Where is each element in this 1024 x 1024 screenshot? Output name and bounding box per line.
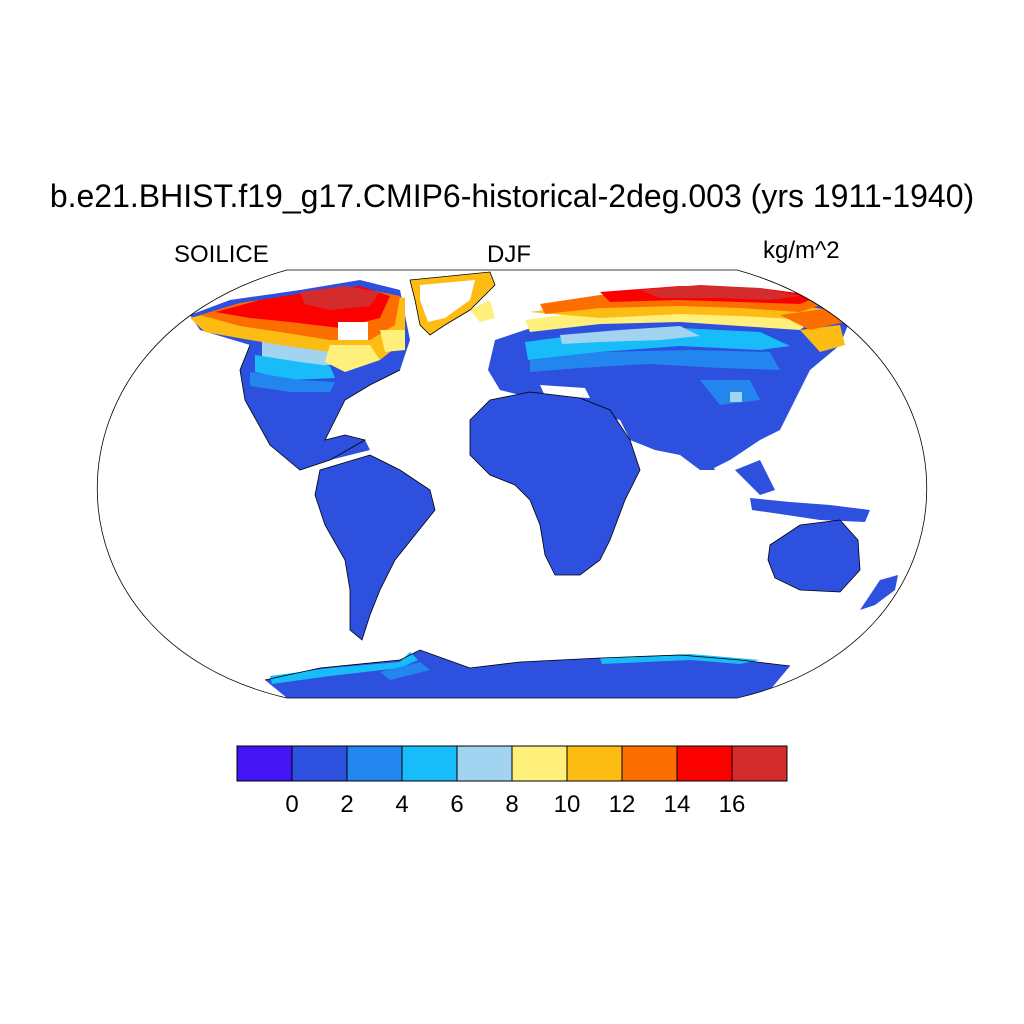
colorbar-box	[566, 745, 623, 782]
colorbar-box	[236, 745, 293, 782]
variable-label: SOILICE	[174, 241, 269, 268]
australia-landmass	[768, 520, 860, 592]
colorbar-boxes	[236, 745, 788, 782]
units-label: kg/m^2	[763, 237, 840, 264]
figure-title: b.e21.BHIST.f19_g17.CMIP6-historical-2de…	[49, 178, 975, 214]
colorbar-tick-label: 4	[395, 791, 408, 818]
new-zealand-islands	[860, 575, 898, 610]
colorbar-box	[511, 745, 568, 782]
colorbar-tick-label: 16	[719, 791, 746, 818]
colorbar-tick-label: 2	[340, 791, 353, 818]
colorbar-tick-label: 10	[554, 791, 581, 818]
south-asia-landmass	[620, 420, 775, 495]
colorbar-box	[401, 745, 458, 782]
colorbar-box	[676, 745, 733, 782]
colorbar-box	[621, 745, 678, 782]
colorbar-tick-label: 0	[285, 791, 298, 818]
map-border	[97, 269, 927, 699]
indonesia-islands	[750, 498, 870, 522]
colorbar-tick-label: 6	[450, 791, 463, 818]
eurasia-landmass	[488, 285, 850, 470]
season-label: DJF	[487, 241, 531, 268]
north-america-landmass	[190, 280, 410, 470]
colorbar-box	[456, 745, 513, 782]
colorbar-box	[346, 745, 403, 782]
coastlines	[239, 271, 861, 681]
colorbar-tick-label: 8	[505, 791, 518, 818]
south-america-landmass	[315, 455, 435, 640]
colorbar-tick-label: 12	[609, 791, 636, 818]
colorbar-box	[291, 745, 348, 782]
greenland-landmass	[410, 272, 495, 335]
colorbar-tick-label: 14	[664, 791, 691, 818]
colorbar-labels: 0 2 4 6 8 10 12 14 16	[285, 791, 745, 818]
colorbar-box	[731, 745, 788, 782]
africa-landmass	[470, 392, 640, 575]
